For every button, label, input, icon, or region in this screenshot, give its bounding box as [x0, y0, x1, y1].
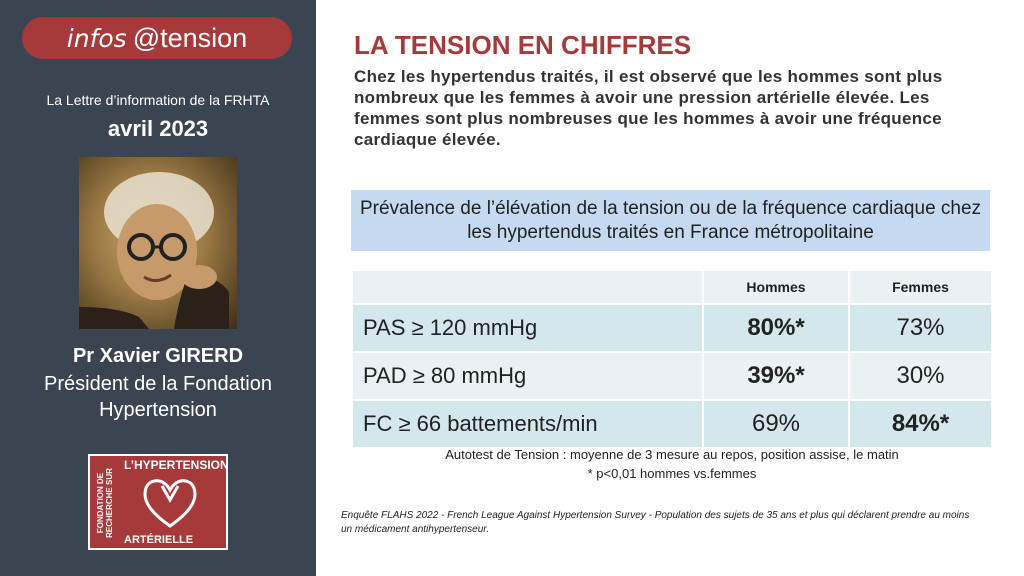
logo-top-text: L’HYPERTENSION	[124, 458, 228, 472]
survey-source: Enquête FLAHS 2022 - French League Again…	[341, 510, 970, 535]
table-row: FC ≥ 66 battements/min 69% 84%*	[351, 399, 993, 449]
table-caption-text: Prévalence de l’élévation de la tension …	[359, 197, 982, 243]
value-hommes: 39%*	[702, 351, 850, 401]
table-caption: Prévalence de l’élévation de la tension …	[351, 190, 990, 251]
data-table: Hommes Femmes PAS ≥ 120 mmHg 80%* 73% PA…	[351, 269, 993, 449]
value-hommes: 69%	[702, 399, 850, 449]
logo-vertical-text: FONDATION DE RECHERCHE SUR	[96, 468, 114, 538]
portrait-photo	[79, 157, 237, 329]
significance-note: * p<0,01 hommes vs.femmes	[587, 466, 757, 481]
row-label: FC ≥ 66 battements/min	[351, 399, 704, 449]
intro-text: Chez les hypertendus traités, il est obs…	[354, 67, 943, 149]
table-row: PAS ≥ 120 mmHg 80%* 73%	[351, 303, 993, 353]
value-femmes: 73%	[848, 303, 993, 353]
header-femmes: Femmes	[848, 269, 993, 305]
table-row: PAD ≥ 80 mmHg 39%* 30%	[351, 351, 993, 401]
header-hommes: Hommes	[702, 269, 850, 305]
page-title: LA TENSION EN CHIFFRES	[354, 30, 692, 60]
value-femmes: 84%*	[848, 399, 993, 449]
brand-part2: @tension	[132, 22, 248, 53]
method-note: Autotest de Tension : moyenne de 3 mesur…	[445, 447, 899, 462]
logo-bottom-text: ARTÉRIELLE	[124, 534, 194, 546]
sidebar: infos @tension La Lettre d’information de…	[0, 0, 316, 576]
table-header-row: Hommes Femmes	[351, 269, 993, 305]
brand-part1: infos	[66, 23, 127, 53]
heart-icon	[143, 479, 197, 528]
value-femmes: 30%	[848, 351, 993, 401]
row-label: PAS ≥ 120 mmHg	[351, 303, 704, 353]
issue-date: avril 2023	[107, 116, 209, 141]
header-empty	[351, 269, 704, 305]
value-hommes: 80%*	[702, 303, 850, 353]
newsletter-label: La Lettre d’information de la FRHTA	[46, 92, 270, 108]
person-name: Pr Xavier GIRERD	[72, 345, 244, 367]
row-label: PAD ≥ 80 mmHg	[351, 351, 704, 401]
person-role: Président de la Fondation Hypertension	[44, 373, 272, 421]
foundation-logo: FONDATION DE RECHERCHE SUR L’HYPERTENSIO…	[88, 454, 228, 550]
brand-logo: infos @tension	[22, 17, 292, 59]
